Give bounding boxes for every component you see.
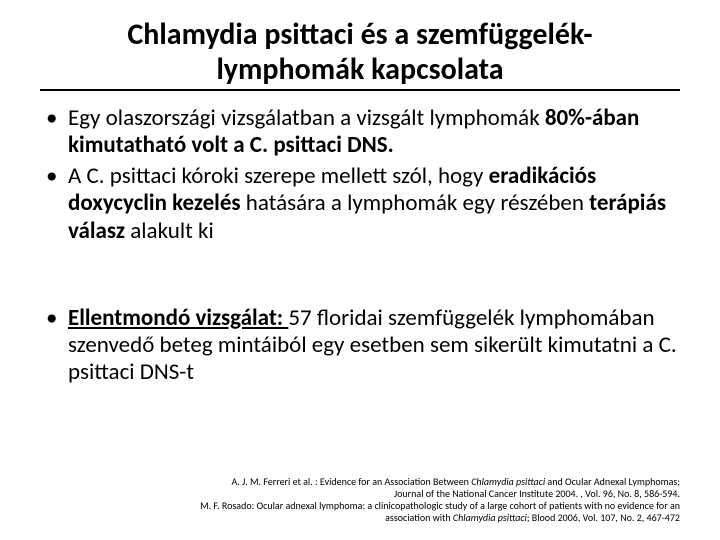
slide: Chlamydia psittaci és a szemfüggelék- ly… (0, 0, 720, 540)
bullet-3: Ellentmondó vizsgálat: 57 floridai szemf… (40, 305, 680, 386)
ref4-post: ; Blood 2006, Vol. 107, No. 2, 467-472 (527, 511, 680, 524)
bullet-list-2: Ellentmondó vizsgálat: 57 floridai szemf… (40, 305, 680, 386)
bullet-2-pre: A C. psittaci kóroki szerepe mellett szó… (68, 162, 489, 190)
bullet-3-label: Ellentmondó vizsgálat: (68, 304, 288, 332)
ref4-italic: Chlamydia psittaci (453, 511, 527, 524)
bullet-list-1: Egy olaszországi vizsgálatban a vizsgált… (40, 105, 680, 245)
bullet-2-post: alakult ki (130, 217, 213, 245)
title-line1: Chlamydia psittaci és a szemfüggelék- (127, 16, 592, 53)
bullet-2-mid: hatására a lymphomák egy részében (246, 189, 589, 217)
bullet-1-pre: Egy olaszországi vizsgálatban a vizsgált… (68, 104, 545, 132)
slide-title: Chlamydia psittaci és a szemfüggelék- ly… (40, 18, 680, 91)
bullet-1: Egy olaszországi vizsgálatban a vizsgált… (40, 105, 680, 159)
spacer (40, 249, 680, 291)
title-line2: lymphomák kapcsolata (216, 51, 503, 88)
references: A. J. M. Ferreri et al. : Evidence for a… (40, 476, 680, 524)
bullet-2: A C. psittaci kóroki szerepe mellett szó… (40, 163, 680, 244)
ref-line-4: association with Chlamydia psittaci; Blo… (40, 512, 680, 524)
ref4-pre: association with (385, 511, 453, 524)
